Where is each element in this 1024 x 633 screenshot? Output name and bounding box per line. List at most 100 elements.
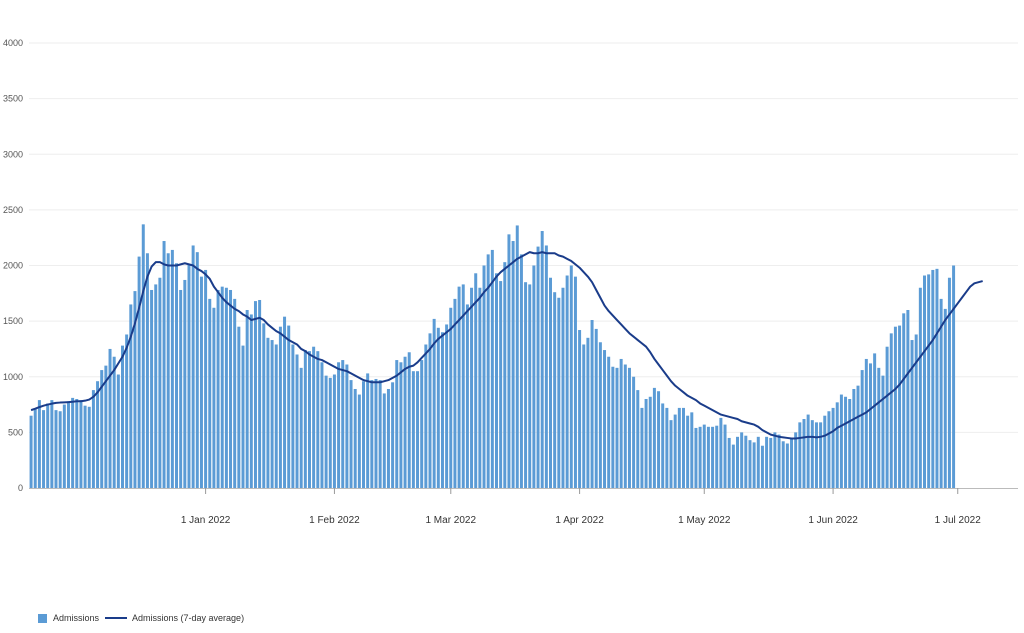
admissions-bar[interactable] [108, 348, 112, 488]
admissions-bar[interactable] [278, 326, 282, 488]
admissions-bar[interactable] [303, 350, 307, 488]
admissions-bar[interactable] [432, 318, 436, 488]
admissions-bar[interactable] [125, 334, 129, 488]
admissions-bar[interactable] [195, 252, 199, 488]
admissions-bar[interactable] [175, 263, 179, 488]
admissions-bar[interactable] [191, 245, 195, 488]
admissions-bar[interactable] [237, 326, 241, 488]
admissions-bar[interactable] [524, 282, 528, 488]
admissions-bar[interactable] [212, 307, 216, 488]
admissions-bar[interactable] [490, 249, 494, 488]
admissions-bar[interactable] [29, 415, 33, 488]
admissions-bar[interactable] [582, 344, 586, 488]
admissions-bar[interactable] [736, 436, 739, 488]
admissions-bar[interactable] [154, 284, 158, 488]
admissions-bar[interactable] [565, 275, 569, 488]
admissions-bar[interactable] [902, 313, 906, 488]
admissions-bar[interactable] [499, 281, 503, 488]
admissions-bar[interactable] [632, 376, 636, 488]
admissions-bar[interactable] [877, 367, 881, 488]
admissions-bar[interactable] [648, 396, 652, 488]
admissions-bar[interactable] [112, 356, 116, 488]
admissions-bar[interactable] [91, 390, 95, 488]
admissions-bar[interactable] [50, 400, 54, 488]
admissions-bar[interactable] [424, 344, 428, 488]
admissions-bar[interactable] [349, 380, 353, 488]
admissions-bar[interactable] [794, 432, 798, 489]
admissions-bar[interactable] [445, 324, 449, 488]
admissions-bar[interactable] [873, 353, 877, 488]
admissions-bar[interactable] [889, 333, 893, 488]
admissions-bar[interactable] [224, 287, 228, 488]
admissions-bar[interactable] [769, 437, 773, 488]
admissions-bar[interactable] [79, 400, 83, 488]
admissions-bar[interactable] [295, 354, 299, 489]
admissions-bar[interactable] [723, 424, 727, 488]
admissions-bar[interactable] [208, 298, 212, 489]
admissions-bar[interactable] [503, 262, 507, 488]
admissions-bar[interactable] [453, 298, 457, 489]
admissions-bar[interactable] [478, 287, 482, 488]
admissions-bar[interactable] [578, 330, 582, 488]
admissions-bar[interactable] [627, 367, 631, 488]
admissions-bar[interactable] [644, 399, 648, 488]
admissions-bar[interactable] [598, 342, 602, 488]
admissions-bar[interactable] [416, 371, 420, 488]
admissions-bar[interactable] [328, 377, 332, 488]
admissions-bar[interactable] [569, 265, 573, 489]
admissions-bar[interactable] [519, 254, 523, 489]
admissions-bar[interactable] [283, 316, 287, 488]
admissions-bar[interactable] [486, 254, 490, 489]
admissions-bar[interactable] [411, 371, 415, 488]
admissions-bar[interactable] [183, 279, 187, 488]
admissions-bar[interactable] [291, 344, 295, 488]
admissions-bar[interactable] [615, 367, 619, 488]
admissions-bar[interactable] [465, 304, 469, 488]
admissions-bar[interactable] [249, 314, 253, 488]
admissions-bar[interactable] [129, 304, 133, 488]
admissions-bar[interactable] [561, 287, 565, 488]
admissions-bar[interactable] [436, 327, 440, 488]
admissions-bar[interactable] [366, 373, 370, 488]
admissions-bar[interactable] [619, 358, 623, 488]
admissions-bar[interactable] [104, 365, 108, 489]
admissions-bar[interactable] [931, 269, 935, 488]
admissions-bar[interactable] [87, 406, 91, 488]
admissions-bar[interactable] [573, 276, 577, 489]
admissions-bar[interactable] [386, 388, 390, 488]
admissions-bar[interactable] [420, 360, 424, 488]
admissions-bar[interactable] [399, 362, 403, 488]
admissions-bar[interactable] [449, 307, 453, 488]
admissions-bar[interactable] [482, 265, 486, 489]
admissions-bar[interactable] [532, 265, 536, 489]
admissions-bar[interactable] [75, 399, 79, 488]
admissions-bar[interactable] [133, 291, 137, 488]
admissions-bar[interactable] [860, 370, 864, 488]
admissions-bar[interactable] [216, 289, 220, 488]
admissions-bar[interactable] [245, 310, 249, 488]
admissions-bar[interactable] [528, 284, 532, 488]
admissions-bar[interactable] [511, 241, 515, 488]
admissions-bar[interactable] [864, 358, 868, 488]
admissions-bar[interactable] [586, 337, 590, 488]
admissions-bar[interactable] [731, 444, 735, 488]
admissions-bar[interactable] [253, 301, 257, 488]
admissions-bar[interactable] [765, 436, 769, 488]
admissions-bar[interactable] [781, 441, 785, 488]
admissions-bar[interactable] [341, 360, 345, 488]
admissions-bar[interactable] [287, 325, 291, 488]
admissions-bar[interactable] [312, 346, 316, 488]
admissions-bar[interactable] [382, 393, 386, 488]
admissions-bar[interactable] [536, 246, 540, 488]
admissions-bar[interactable] [470, 287, 474, 488]
admissions-bar[interactable] [540, 231, 544, 488]
admissions-bar[interactable] [881, 375, 885, 488]
admissions-bar[interactable] [927, 274, 931, 488]
admissions-bar[interactable] [332, 374, 336, 488]
admissions-bar[interactable] [910, 340, 914, 488]
admissions-bar[interactable] [179, 289, 183, 488]
admissions-bar[interactable] [777, 434, 781, 488]
admissions-bar[interactable] [33, 409, 37, 488]
admissions-bar[interactable] [262, 323, 266, 488]
admissions-bar[interactable] [549, 277, 552, 488]
